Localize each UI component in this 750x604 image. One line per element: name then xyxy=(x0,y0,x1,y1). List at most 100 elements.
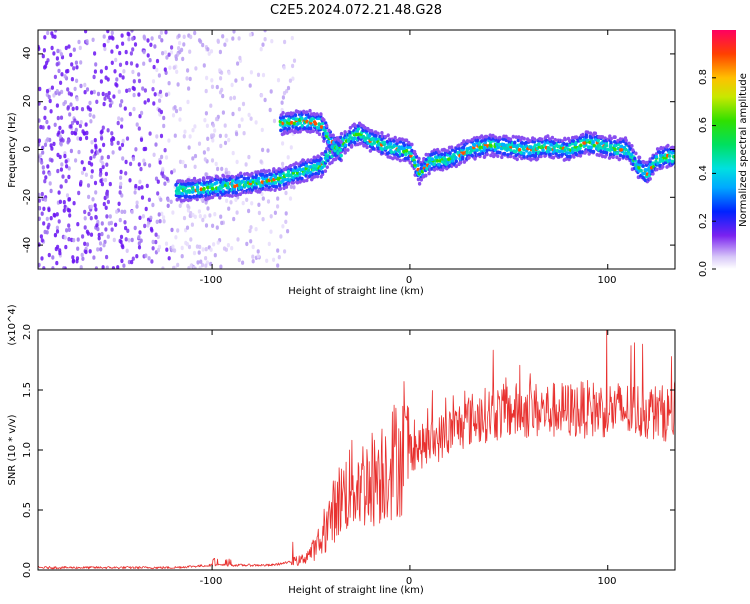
noise-dot xyxy=(62,101,66,107)
noise-dot xyxy=(49,143,53,148)
noise-dot xyxy=(48,98,52,104)
ridge-cell xyxy=(315,174,320,179)
noise-dot xyxy=(66,87,70,92)
ridge-cell xyxy=(187,189,192,193)
noise-dot xyxy=(201,217,205,223)
noise-dot xyxy=(224,133,228,138)
noise-dot xyxy=(125,60,129,66)
noise-dot xyxy=(235,159,239,165)
noise-dot xyxy=(137,245,142,250)
noise-dot xyxy=(171,244,175,249)
noise-dot xyxy=(292,58,297,63)
noise-dot xyxy=(198,244,202,250)
ridge-cell xyxy=(647,173,651,178)
spectrogram-ytick-label: -40 xyxy=(22,237,33,253)
ridge-cell xyxy=(392,139,396,143)
noise-dot xyxy=(86,105,90,110)
snr-scale-label: (x10^4) xyxy=(7,304,18,345)
noise-dot xyxy=(172,65,176,70)
noise-dot xyxy=(218,133,222,139)
noise-dot xyxy=(117,116,121,121)
ridge-cell xyxy=(199,193,204,198)
noise-dot xyxy=(105,191,109,196)
noise-dot xyxy=(232,30,236,34)
ridge-cell xyxy=(320,151,324,156)
noise-dot xyxy=(257,202,261,207)
noise-dot xyxy=(94,143,98,148)
ridge-cell xyxy=(470,153,474,158)
noise-dot xyxy=(140,185,144,190)
noise-dot xyxy=(79,60,83,65)
ridge-cell xyxy=(461,155,465,160)
ridge-cell xyxy=(435,158,440,163)
noise-dot xyxy=(204,111,208,116)
colorbar-tick-label: 0.2 xyxy=(698,213,709,229)
noise-dot xyxy=(204,88,208,94)
ridge-cell xyxy=(647,166,651,170)
ridge-cell xyxy=(419,177,423,182)
noise-dot xyxy=(101,164,105,170)
noise-dot xyxy=(111,266,115,269)
noise-dot xyxy=(74,60,78,65)
ridge-cell xyxy=(506,153,510,157)
noise-dot xyxy=(60,89,64,95)
noise-dot xyxy=(149,226,153,232)
ridge-cell xyxy=(458,156,462,161)
noise-dot xyxy=(154,176,159,181)
ridge-cell xyxy=(364,136,368,141)
ridge-cell xyxy=(314,171,318,176)
ridge-cell xyxy=(572,139,576,144)
noise-dot xyxy=(205,75,209,81)
noise-dot xyxy=(247,208,251,214)
noise-dot xyxy=(173,133,177,138)
ridge-cell xyxy=(537,142,541,147)
noise-dot xyxy=(158,219,162,224)
noise-dot xyxy=(101,265,105,269)
ridge-cell xyxy=(568,154,572,159)
noise-dot xyxy=(256,249,260,254)
noise-dot xyxy=(71,255,75,260)
ridge-cell xyxy=(289,120,294,125)
noise-dot xyxy=(83,90,87,95)
ridge-cell xyxy=(661,158,665,163)
noise-dot xyxy=(201,247,205,252)
noise-dot xyxy=(248,228,252,234)
ridge-cell xyxy=(283,119,287,123)
noise-dot xyxy=(164,30,168,35)
noise-dot xyxy=(144,146,148,152)
ridge-cell xyxy=(298,172,302,176)
noise-dot xyxy=(110,227,114,232)
noise-dot xyxy=(116,265,120,269)
ridge-cell xyxy=(305,110,309,114)
ridge-cell xyxy=(529,157,533,162)
ridge-cell xyxy=(437,150,441,155)
ridge-cell xyxy=(278,122,283,127)
snr-ytick-label: 1.0 xyxy=(22,442,33,458)
noise-dot xyxy=(57,219,61,224)
noise-dot xyxy=(158,89,163,95)
noise-dot xyxy=(133,42,138,47)
ridge-cell xyxy=(454,159,458,164)
noise-dot xyxy=(190,222,194,227)
ridge-cell xyxy=(504,134,508,139)
noise-dot xyxy=(148,58,152,63)
ridge-cell xyxy=(323,169,328,174)
noise-dot xyxy=(292,185,296,190)
ridge-cell xyxy=(210,195,215,200)
noise-dot xyxy=(116,120,120,126)
colorbar-tick-label: 0.6 xyxy=(698,117,709,133)
noise-dot xyxy=(73,118,77,123)
noise-dot xyxy=(132,79,136,84)
noise-dot xyxy=(89,232,94,237)
ridge-cell xyxy=(481,151,485,156)
noise-dot xyxy=(90,149,94,154)
ridge-cell xyxy=(592,143,596,148)
ridge-cell xyxy=(639,168,643,173)
noise-dot xyxy=(140,110,144,116)
ridge-cell xyxy=(174,183,178,187)
ridge-cell xyxy=(483,154,487,159)
noise-dot xyxy=(213,128,217,133)
noise-dot xyxy=(143,161,147,167)
ridge-cell xyxy=(648,177,652,181)
ridge-cell xyxy=(350,143,354,148)
